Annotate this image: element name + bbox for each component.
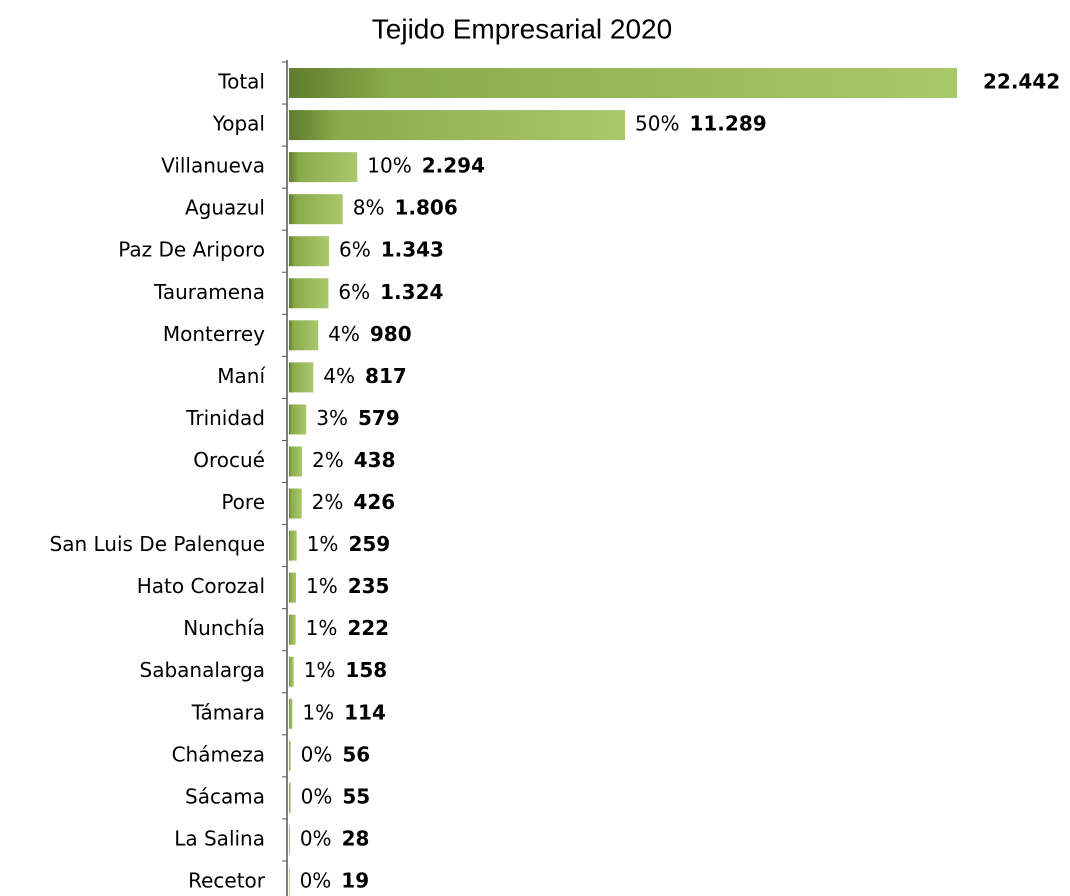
bar <box>289 614 296 645</box>
share-label: 0% <box>301 784 333 808</box>
bar <box>289 446 303 477</box>
share-label: 1% <box>306 574 338 598</box>
category-label: Total <box>217 70 265 94</box>
share-label: 4% <box>328 322 360 346</box>
share-label: 0% <box>300 826 332 850</box>
bar <box>289 236 329 267</box>
value-label: 235 <box>348 574 390 598</box>
category-label: Trinidad <box>185 406 265 430</box>
value-label: 222 <box>347 616 389 640</box>
bar <box>289 68 957 99</box>
bar <box>289 404 307 435</box>
category-label: Maní <box>217 364 266 388</box>
value-label: 55 <box>342 784 370 808</box>
category-label: Monterrey <box>163 322 265 346</box>
value-label: 28 <box>342 826 370 850</box>
value-label: 114 <box>344 700 386 724</box>
bar <box>289 572 296 603</box>
bar <box>289 866 290 896</box>
category-label: Tauramena <box>153 280 265 304</box>
bar <box>289 488 302 519</box>
share-label: 3% <box>316 406 348 430</box>
share-label: 1% <box>307 532 339 556</box>
share-label: 6% <box>339 238 371 262</box>
bar <box>289 320 319 351</box>
value-label: 2.294 <box>422 154 485 178</box>
value-label: 1.324 <box>380 280 443 304</box>
category-label: Chámeza <box>172 742 265 766</box>
category-label: Sácama <box>185 784 265 808</box>
bar <box>289 698 293 729</box>
category-label: Paz De Ariporo <box>118 238 265 262</box>
share-label: 1% <box>306 616 338 640</box>
bar <box>289 782 291 813</box>
chart-title: Tejido Empresarial 2020 <box>372 13 672 44</box>
share-label: 2% <box>312 490 344 514</box>
category-label: Pore <box>221 490 265 514</box>
share-label: 1% <box>302 700 334 724</box>
share-label: 0% <box>301 742 333 766</box>
share-label: 0% <box>300 868 332 892</box>
category-label: Aguazul <box>185 196 265 220</box>
share-label: 4% <box>323 364 355 388</box>
share-label: 8% <box>353 196 385 220</box>
value-label: 980 <box>370 322 412 346</box>
share-label: 1% <box>304 658 336 682</box>
bar <box>289 194 343 225</box>
value-label: 259 <box>348 532 390 556</box>
category-label: Yopal <box>212 112 265 136</box>
value-label: 1.343 <box>381 238 444 262</box>
value-label: 19 <box>341 868 369 892</box>
category-label: Orocué <box>193 448 265 472</box>
value-label: 56 <box>342 742 370 766</box>
value-label: 579 <box>358 406 400 430</box>
bar <box>289 740 291 771</box>
category-label: Nunchía <box>183 616 265 640</box>
category-label: La Salina <box>174 826 265 850</box>
share-label: 6% <box>338 280 370 304</box>
value-label: 22.442 <box>983 70 1060 94</box>
bar <box>289 824 290 855</box>
share-label: 50% <box>635 112 679 136</box>
bar <box>289 530 297 561</box>
share-label: 2% <box>312 448 344 472</box>
category-label: Recetor <box>188 868 266 892</box>
value-label: 1.806 <box>394 196 457 220</box>
value-label: 438 <box>354 448 396 472</box>
share-label: 10% <box>367 154 411 178</box>
category-label: San Luis De Palenque <box>50 532 265 556</box>
value-label: 11.289 <box>689 112 766 136</box>
value-label: 817 <box>365 364 407 388</box>
bar <box>289 278 329 309</box>
category-label: Sabanalarga <box>140 658 265 682</box>
category-label: Hato Corozal <box>137 574 265 598</box>
value-label: 158 <box>345 658 387 682</box>
bar <box>289 110 626 141</box>
bar <box>289 152 358 183</box>
bar <box>289 362 314 393</box>
bar <box>289 656 294 687</box>
category-label: Támara <box>191 700 265 724</box>
category-label: Villanueva <box>161 154 265 178</box>
value-label: 426 <box>353 490 395 514</box>
